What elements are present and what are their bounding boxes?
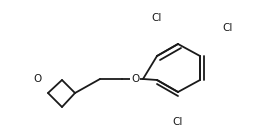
Text: O: O	[131, 74, 139, 84]
Text: Cl: Cl	[152, 13, 162, 23]
Text: O: O	[34, 74, 42, 84]
Text: Cl: Cl	[223, 23, 233, 33]
Text: Cl: Cl	[173, 117, 183, 127]
